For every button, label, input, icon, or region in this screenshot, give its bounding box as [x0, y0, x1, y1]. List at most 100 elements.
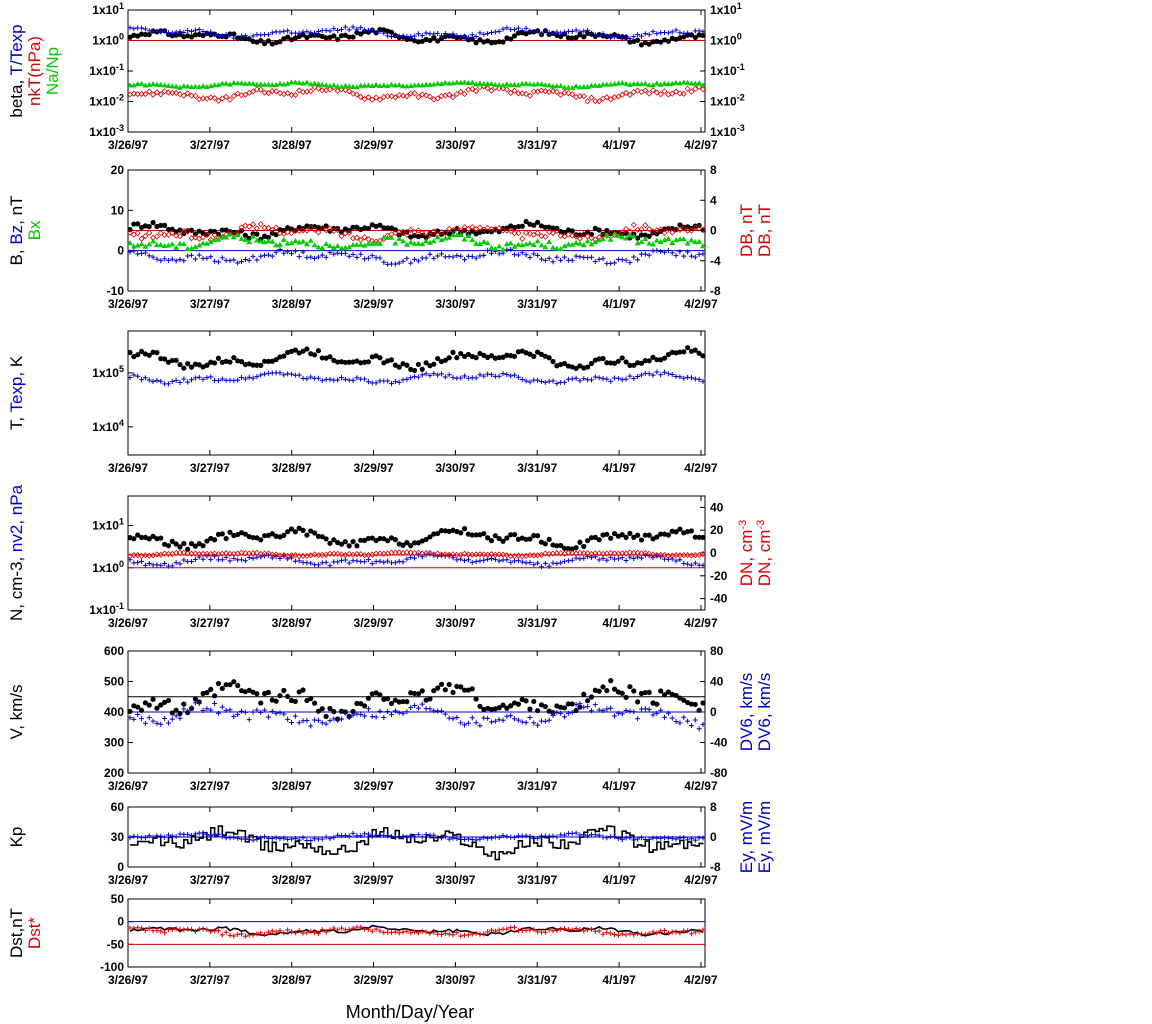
data-point [519, 559, 525, 565]
data-point [419, 33, 425, 39]
data-point [531, 720, 537, 726]
data-point [496, 243, 503, 249]
data-point [139, 558, 145, 564]
data-point [446, 681, 452, 688]
data-point [131, 248, 137, 254]
data-point [415, 227, 422, 234]
data-point [619, 931, 625, 937]
data-point [323, 536, 329, 542]
data-point [254, 707, 260, 713]
data-point [426, 239, 433, 245]
data-point [546, 82, 553, 88]
data-point [173, 83, 180, 89]
data-point [350, 241, 357, 247]
data-point [388, 29, 395, 35]
data-point [465, 557, 471, 563]
data-point [404, 709, 410, 715]
data-point [677, 249, 683, 255]
x-tick-label: 3/27/97 [190, 461, 230, 475]
data-point [665, 689, 671, 695]
data-point [496, 717, 502, 723]
data-point [350, 377, 356, 383]
data-point [281, 28, 287, 34]
data-point [261, 224, 268, 231]
data-point [177, 29, 183, 35]
data-point [239, 375, 245, 381]
data-point [531, 222, 537, 228]
data-point [535, 533, 541, 539]
data-point [377, 535, 383, 542]
data-point [588, 94, 595, 101]
data-point [177, 256, 183, 262]
data-point [604, 929, 610, 935]
data-point [311, 530, 318, 536]
data-point [650, 39, 656, 45]
data-point [681, 253, 687, 259]
y-tick-label: 1x105 [92, 364, 124, 380]
data-point [208, 374, 214, 380]
data-point [323, 254, 329, 260]
data-point [600, 81, 607, 87]
data-point [473, 240, 480, 246]
data-point [239, 708, 245, 714]
data-point [412, 834, 418, 840]
data-point [458, 530, 464, 536]
data-point [677, 30, 683, 36]
data-point [650, 248, 656, 254]
data-point [162, 699, 168, 705]
data-point [558, 926, 564, 932]
data-point [258, 930, 264, 936]
data-point [600, 684, 606, 690]
data-point [392, 261, 398, 267]
data-point [553, 227, 560, 234]
data-point [588, 360, 595, 367]
data-point [527, 706, 533, 712]
data-point [577, 363, 583, 369]
data-point [488, 30, 494, 36]
data-point [646, 931, 652, 937]
data-point [565, 710, 571, 716]
data-point [192, 550, 199, 557]
data-point [162, 716, 168, 722]
data-point [623, 707, 629, 713]
data-point [427, 930, 433, 936]
data-point [215, 680, 222, 687]
data-point [415, 240, 422, 246]
data-point [200, 376, 206, 382]
data-point [580, 231, 587, 238]
data-point [642, 549, 649, 557]
data-point [184, 228, 191, 235]
y-tick-label: 300 [104, 736, 124, 750]
data-point [615, 233, 622, 239]
data-point [527, 559, 533, 565]
data-point [696, 534, 702, 540]
data-point [481, 252, 487, 258]
data-point [538, 351, 545, 357]
data-point [642, 251, 648, 257]
data-point [453, 232, 460, 238]
data-point [138, 241, 145, 247]
data-point [289, 836, 295, 842]
data-point [350, 830, 356, 836]
data-point [696, 707, 702, 713]
data-point [577, 32, 583, 38]
data-point [342, 250, 348, 256]
data-point [373, 690, 379, 696]
data-point [231, 835, 237, 841]
data-point [581, 704, 587, 710]
data-point [431, 34, 437, 41]
data-point [600, 31, 606, 37]
data-point [265, 89, 272, 97]
data-point [654, 231, 660, 237]
data-point [127, 349, 133, 356]
data-point [319, 252, 325, 258]
plot-frame [127, 898, 706, 968]
data-point [527, 255, 533, 261]
data-point [292, 713, 298, 719]
data-point [300, 32, 306, 38]
data-point [376, 96, 384, 103]
data-point [542, 929, 548, 935]
data-point [365, 695, 372, 701]
data-point [435, 30, 441, 36]
data-point [526, 230, 534, 237]
